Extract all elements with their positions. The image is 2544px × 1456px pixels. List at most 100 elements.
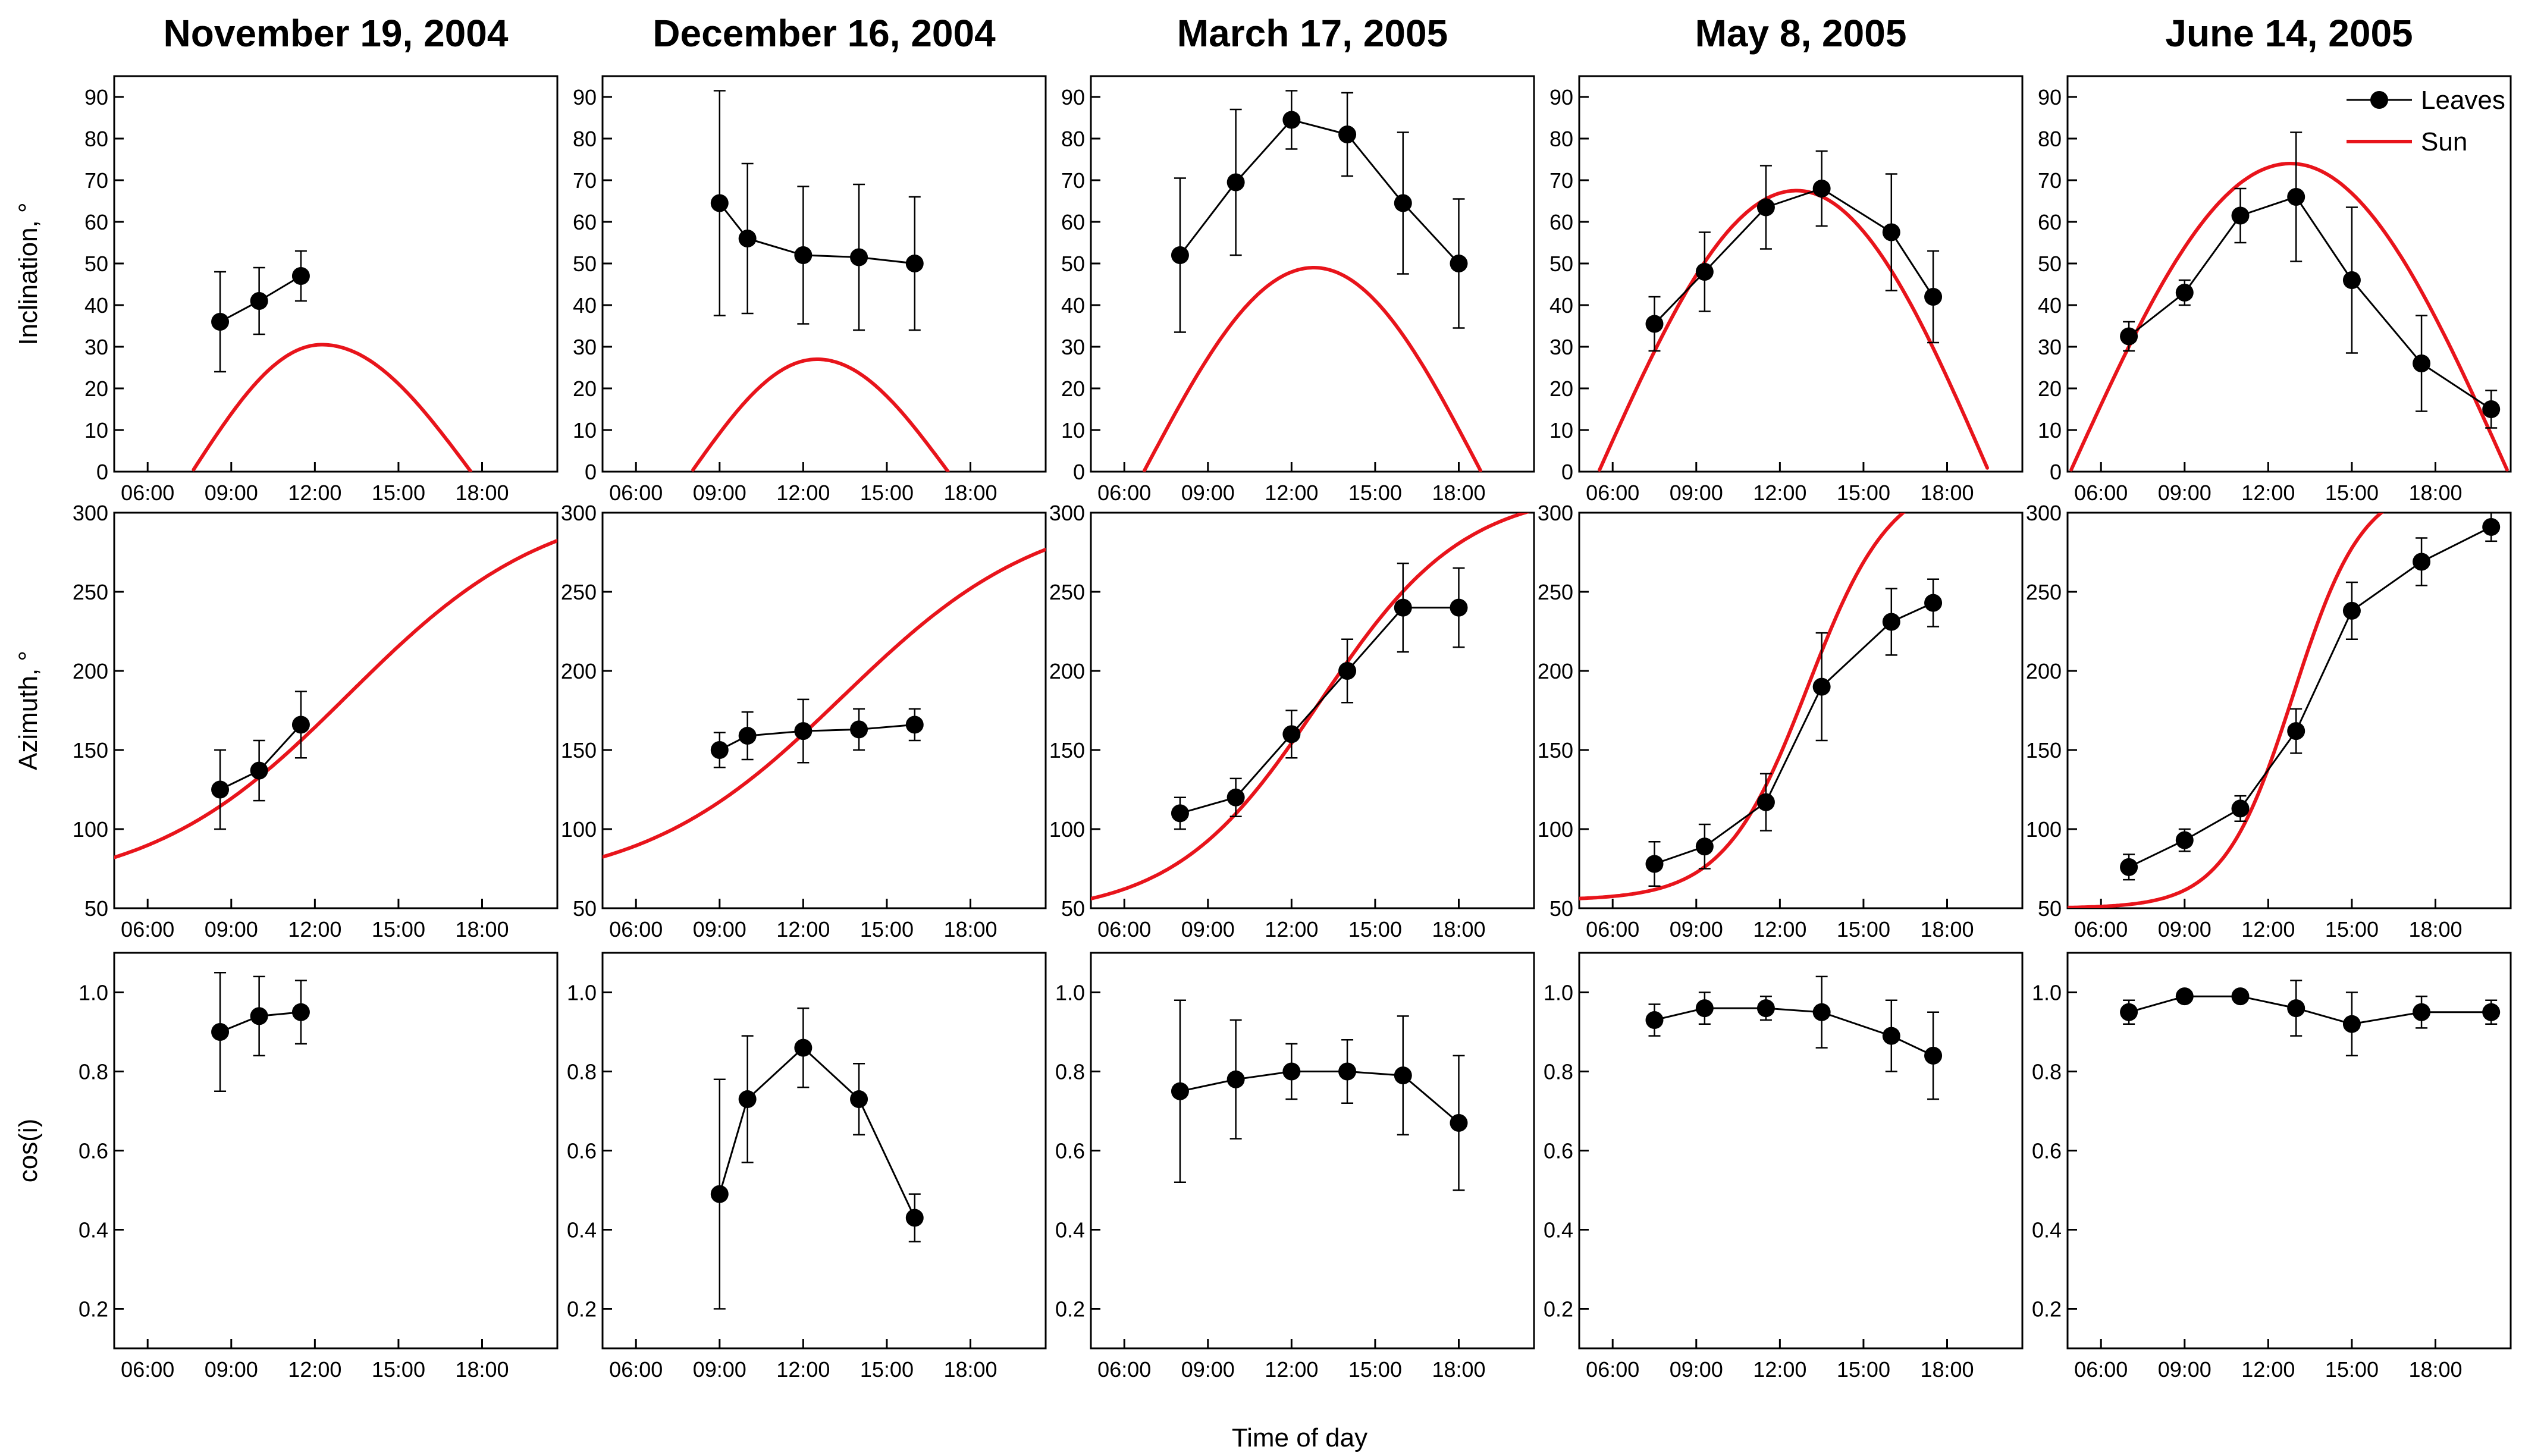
plot-area <box>1143 90 1482 472</box>
panel-frame <box>1578 512 2024 909</box>
panel-june-14-2005-row-3: 0.2 0.4 0.6 0.8 1.0 06:00 09:00 12:00 15:00 18:00 <box>2032 952 2512 1382</box>
leaves-point <box>1924 1046 1943 1065</box>
leaves-point <box>905 1209 924 1227</box>
x-tick-label: 18:00 <box>1432 1357 1485 1382</box>
leaves-point <box>710 1185 729 1203</box>
leaves-point <box>1394 598 1412 617</box>
leaves-point <box>738 727 757 745</box>
plot-area <box>192 250 473 472</box>
leaves-point <box>794 1038 813 1057</box>
leaves-point <box>905 255 924 272</box>
sun-curve <box>2069 162 2509 472</box>
x-tick-label: 12:00 <box>1753 1357 1806 1382</box>
y-tick-label: 1.0 <box>1544 981 1573 1005</box>
y-tick-label: 80 <box>1549 127 1573 151</box>
y-tick-label: 30 <box>2038 335 2062 359</box>
legend-entry-sun: Sun <box>2347 127 2467 156</box>
x-tick-label: 06:00 <box>2074 481 2128 505</box>
y-tick-label: 50 <box>573 896 597 921</box>
y-tick-label: 50 <box>2038 896 2062 921</box>
y-tick-label: 300 <box>73 501 108 525</box>
x-tick-label: 06:00 <box>609 481 663 505</box>
leaves-point <box>291 267 310 285</box>
x-tick-label: 12:00 <box>776 917 830 942</box>
panel-december-16-2004-row-2: 50 100 150 200 250 300 06:00 09:00 12:00 15:00 18:… <box>561 501 1047 942</box>
panel-march-17-2005-row-3: 0.2 0.4 0.6 0.8 1.0 06:00 09:00 12:00 15:00 18:00 <box>1055 952 1535 1382</box>
x-tick-label: 15:00 <box>860 1357 914 1382</box>
x-tick-label: 06:00 <box>2074 1357 2128 1382</box>
leaves-point <box>1338 1062 1357 1081</box>
y-tick-label: 200 <box>561 659 597 683</box>
y-tick-label: 60 <box>573 210 597 234</box>
x-tick-label: 09:00 <box>205 1357 258 1382</box>
legend-entry-leaves: Leaves <box>2347 86 2505 115</box>
y-tick-label: 40 <box>1549 293 1573 318</box>
y-tick-label: 70 <box>2038 168 2062 193</box>
y-tick-label: 100 <box>2026 817 2062 842</box>
x-tick-label: 18:00 <box>2408 917 2462 942</box>
leaves-point <box>291 1003 310 1021</box>
y-tick-label: 60 <box>1061 210 1085 234</box>
y-tick-label: 0.4 <box>79 1218 108 1242</box>
leaves-point <box>1394 194 1412 212</box>
y-tick-label: 250 <box>1538 580 1573 604</box>
leaves-line <box>219 724 302 790</box>
y-tick-label: 50 <box>1061 252 1085 276</box>
x-tick-label: 15:00 <box>1348 1357 1402 1382</box>
y-tick-label: 40 <box>573 293 597 318</box>
y-tick-label: 30 <box>573 335 597 359</box>
panel-frame <box>2066 512 2512 909</box>
plot-area <box>114 539 557 859</box>
panel-frame <box>113 75 559 473</box>
leaves-point <box>1756 793 1775 811</box>
sun-curve <box>1143 266 1482 472</box>
leaves-point <box>1756 999 1775 1018</box>
y-tick-label: 90 <box>1549 85 1573 109</box>
plot-area <box>691 90 950 472</box>
y-tick-label: 50 <box>1549 252 1573 276</box>
y-tick-label: 0.4 <box>1544 1218 1573 1242</box>
y-tick-label: 80 <box>2038 127 2062 151</box>
plot-area <box>2068 513 2501 908</box>
leaves-point <box>1695 263 1714 281</box>
sun-curve <box>1091 513 1531 900</box>
x-tick-label: 18:00 <box>1432 917 1485 942</box>
x-tick-label: 18:00 <box>1920 1357 1974 1382</box>
y-tick-label: 20 <box>1061 376 1085 401</box>
y-tick-label: 0.6 <box>567 1139 597 1163</box>
leaves-point <box>1695 999 1714 1018</box>
x-tick-label: 06:00 <box>1097 481 1151 505</box>
leaves-point <box>1882 613 1900 631</box>
y-tick-label: 0.8 <box>2032 1060 2062 1084</box>
x-axis-label: Time of day <box>1232 1423 1367 1452</box>
x-tick-label: 18:00 <box>2408 1357 2462 1382</box>
leaves-point <box>1645 315 1664 333</box>
y-tick-label: 50 <box>84 896 108 921</box>
y-tick-label: 10 <box>2038 418 2062 443</box>
x-tick-label: 06:00 <box>121 1357 174 1382</box>
leaves-line <box>1180 1071 1460 1124</box>
panel-may-8-2005-row-2: 50 100 150 200 250 300 06:00 09:00 12:00 15:00 18:… <box>1538 501 2024 942</box>
leaves-line <box>2128 196 2492 410</box>
leaves-point <box>1338 125 1357 143</box>
leaves-point <box>1450 1113 1468 1132</box>
panel-june-14-2005-row-1: 0 10 20 30 40 50 60 70 80 90 06:00 09:00 12:00 15:00 1… <box>2038 75 2512 505</box>
panel-november-19-2004-row-3: 0.2 0.4 0.6 0.8 1.0 06:00 09:00 12:00 15:00 18:00 <box>79 952 559 1382</box>
x-tick-label: 12:00 <box>1265 917 1318 942</box>
x-tick-label: 09:00 <box>1181 1357 1235 1382</box>
y-tick-label: 100 <box>561 817 597 842</box>
legend-label: Sun <box>2421 127 2467 156</box>
y-tick-label: 30 <box>1061 335 1085 359</box>
leaves-point <box>905 716 924 734</box>
x-tick-label: 06:00 <box>1097 917 1151 942</box>
leaves-point <box>1924 288 1943 306</box>
leaves-point <box>1338 662 1357 680</box>
x-tick-label: 15:00 <box>2325 917 2379 942</box>
leaves-point <box>1226 173 1245 192</box>
leaves-point <box>2175 831 2194 849</box>
x-tick-label: 06:00 <box>1586 917 1639 942</box>
y-tick-label: 300 <box>1538 501 1573 525</box>
panels: 0 10 20 30 40 50 60 70 80 90 06:00 09:00 12:00 15:00 1… <box>73 75 2512 1382</box>
plot-area <box>1171 999 1468 1191</box>
y-tick-label: 70 <box>1549 168 1573 193</box>
